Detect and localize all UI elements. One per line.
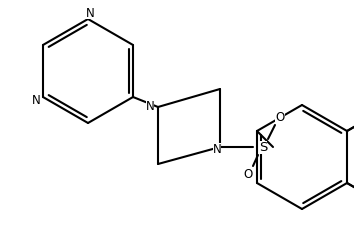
Text: N: N [145,100,154,113]
Text: N: N [86,7,95,20]
Text: N: N [32,93,40,106]
Text: O: O [243,168,253,181]
Text: N: N [213,143,221,156]
Text: O: O [275,111,285,124]
Text: S: S [259,141,267,154]
